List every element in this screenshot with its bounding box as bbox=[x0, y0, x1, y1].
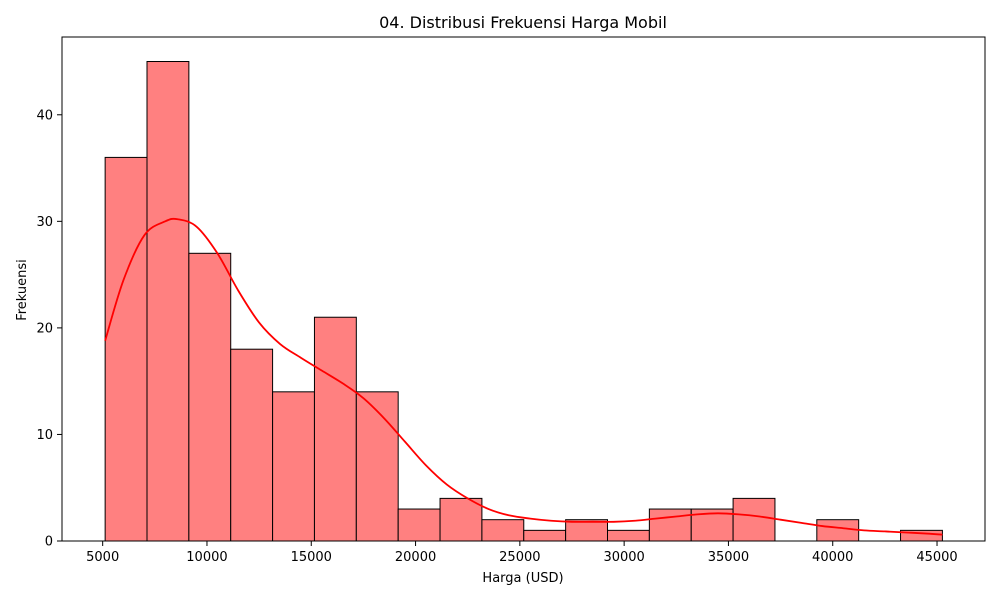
y-tick-label: 30 bbox=[36, 215, 53, 230]
y-axis: 0 10 20 30 40 bbox=[36, 108, 62, 550]
x-tick-label: 25000 bbox=[499, 550, 540, 565]
histogram-bar bbox=[816, 519, 860, 542]
y-tick-label: 0 bbox=[45, 535, 53, 550]
histogram-bar bbox=[230, 348, 274, 542]
bars-layer bbox=[104, 61, 943, 542]
histogram-bar bbox=[648, 508, 692, 542]
x-tick-label: 10000 bbox=[186, 550, 227, 565]
histogram-bar bbox=[313, 316, 357, 542]
histogram-bar bbox=[523, 529, 567, 542]
histogram-bar bbox=[481, 519, 525, 542]
x-axis: 5000 10000 15000 20000 25000 30000 35000 40000 4… bbox=[86, 541, 958, 565]
histogram-bar bbox=[439, 497, 483, 542]
x-tick-label: 45000 bbox=[916, 550, 957, 565]
x-tick-label: 40000 bbox=[812, 550, 853, 565]
histogram-bar bbox=[606, 529, 650, 542]
kde-curve bbox=[104, 217, 943, 536]
x-tick-label: 35000 bbox=[708, 550, 749, 565]
x-axis-title: Harga (USD) bbox=[482, 571, 563, 586]
histogram-bar bbox=[355, 391, 399, 542]
y-tick-label: 40 bbox=[36, 108, 53, 123]
histogram-bar bbox=[188, 252, 232, 542]
histogram-bar bbox=[565, 519, 608, 542]
x-tick-label: 20000 bbox=[395, 550, 436, 565]
plot-frame bbox=[61, 36, 986, 542]
x-tick-label: 30000 bbox=[603, 550, 644, 565]
histogram-bar bbox=[104, 156, 148, 542]
chart-title: 04. Distribusi Frekuensi Harga Mobil bbox=[379, 13, 667, 32]
x-tick-label: 5000 bbox=[86, 550, 119, 565]
histogram-bar bbox=[272, 391, 315, 542]
histogram-bar bbox=[146, 61, 190, 542]
y-tick-label: 10 bbox=[36, 428, 53, 443]
y-axis-title: Frekuensi bbox=[15, 259, 30, 321]
x-tick-label: 15000 bbox=[291, 550, 332, 565]
histogram-bar bbox=[397, 508, 441, 542]
y-tick-label: 20 bbox=[36, 321, 53, 336]
histogram-bar bbox=[732, 497, 776, 542]
